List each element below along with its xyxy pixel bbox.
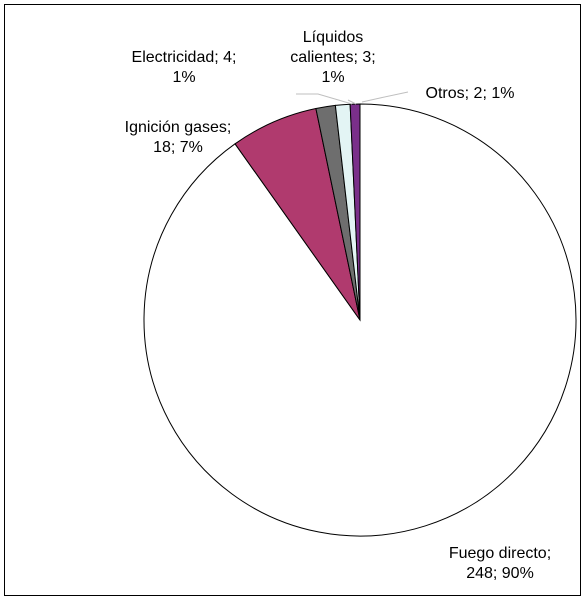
data-label-line: calientes; 3;	[290, 49, 375, 66]
data-label-line: Ignición gases;	[125, 119, 232, 136]
data-label-line: 1%	[172, 69, 195, 86]
data-label-line: Líquidos	[303, 29, 364, 46]
data-label-line: 248; 90%	[466, 565, 534, 582]
data-label-line: Electricidad; 4;	[132, 49, 237, 66]
data-label-electricidad: Electricidad; 4; 1%	[132, 49, 237, 86]
data-label-line: 18; 7%	[153, 139, 203, 156]
data-label-line: 1%	[321, 69, 344, 86]
leader-line-otros	[361, 91, 409, 103]
data-label-line: Fuego directo;	[449, 545, 551, 562]
data-label-liquidos-calientes: Líquidos calientes; 3; 1%	[290, 29, 375, 86]
data-label-line: Otros; 2; 1%	[426, 85, 515, 102]
leader-line-electricidad	[296, 93, 353, 105]
leader-line-liquidos-calientes	[347, 99, 357, 105]
data-label-fuego-directo: Fuego directo; 248; 90%	[449, 545, 551, 582]
pie-slice-fuego-directo	[143, 103, 577, 537]
data-label-otros: Otros; 2; 1%	[426, 85, 515, 102]
data-label-ignicion-gases: Ignición gases; 18; 7%	[125, 119, 232, 156]
